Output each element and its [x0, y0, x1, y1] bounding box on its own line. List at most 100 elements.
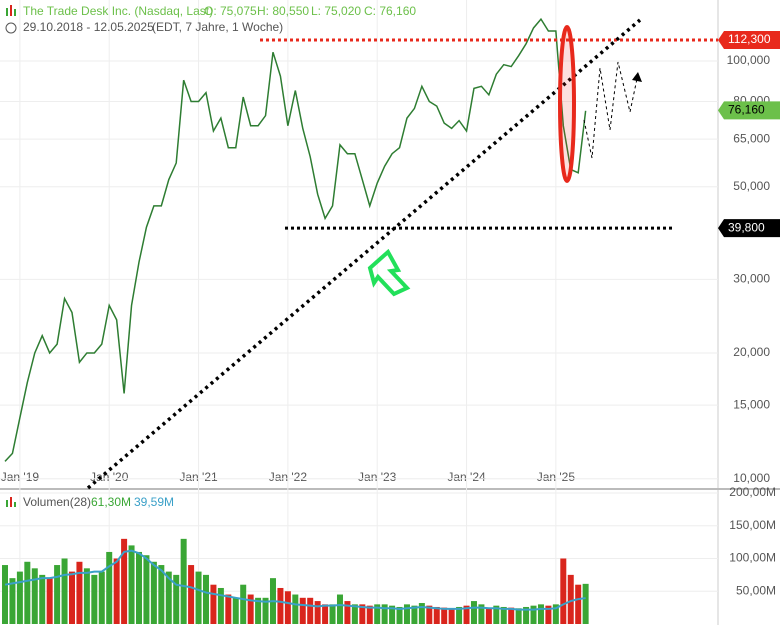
volume-bar: [374, 604, 381, 624]
level-label: 76,160: [728, 103, 765, 117]
volume-bar: [232, 597, 239, 624]
icon: [6, 8, 8, 16]
volume-ma-line: [4, 549, 586, 611]
volume-bar: [98, 571, 105, 624]
volume-bar: [121, 538, 128, 624]
volume-bar: [344, 601, 351, 624]
volume-bar: [83, 568, 90, 624]
y-tick-label: 150,00M: [729, 518, 776, 532]
y-tick-label: 15,000: [733, 397, 770, 411]
forecast-path: [583, 61, 639, 159]
volume-bar: [262, 597, 269, 624]
volume-bar: [582, 583, 589, 624]
x-tick-label: Jan '24: [447, 470, 486, 484]
icon: [14, 9, 16, 16]
level-tag: [718, 101, 780, 120]
volume-bar: [255, 597, 262, 624]
volume-bar: [508, 607, 515, 624]
volume-bar: [403, 604, 410, 624]
level-label: 39,800: [728, 220, 765, 234]
y-tick-label: 65,000: [733, 131, 770, 145]
volume-bar: [68, 571, 75, 624]
header-details: (EDT, 7 Jahre, 1 Woche): [152, 20, 283, 34]
volume-legend: 61,30M: [91, 495, 131, 509]
volume-bar: [76, 561, 83, 624]
level-tag: [718, 30, 780, 49]
header: The Trade Desk Inc. (Nasdaq, Last) O: 75…: [5, 4, 416, 509]
volume-bar: [91, 574, 98, 624]
volume-title: Volumen(28): [23, 495, 91, 509]
x-tick-label: Jan '25: [537, 470, 576, 484]
volume-bar: [307, 597, 314, 624]
volume-bar: [329, 604, 336, 624]
volume-bar: [396, 606, 403, 624]
volume-bar: [39, 574, 46, 624]
volume-bar: [426, 605, 433, 624]
volume-bar: [552, 604, 559, 624]
highlight-ellipse: [558, 25, 576, 183]
volume-bar: [299, 597, 306, 624]
volume-bar: [381, 604, 388, 624]
volume-bar: [113, 558, 120, 624]
price-line: [4, 17, 587, 462]
support-arrow: [367, 248, 411, 297]
volume-bar: [389, 605, 396, 624]
volume-bar: [292, 594, 299, 624]
header-period: 29.10.2018 - 12.05.2025: [23, 20, 154, 34]
volume-panel: 50,00M 100,00M 150,00M 200,00M: [0, 485, 776, 624]
volume-bar: [500, 606, 507, 624]
volume-bar: [567, 574, 574, 624]
volume-bar: [195, 571, 202, 624]
x-tick-label: Jan '19: [1, 470, 40, 484]
volume-bar: [173, 574, 180, 624]
level-tag: [718, 219, 780, 238]
x-tick-label: Jan '22: [269, 470, 308, 484]
volume-bar: [560, 558, 567, 624]
volume-bar: [106, 551, 113, 624]
volume-bar: [284, 591, 291, 624]
volume-bar: [530, 605, 537, 624]
volume-bar: [411, 605, 418, 624]
volume-bar: [16, 571, 23, 624]
header-low: L: 75,020: [311, 4, 361, 18]
volume-bar: [128, 545, 135, 624]
volume-bar: [46, 578, 53, 624]
level-label: 112,300: [728, 32, 771, 46]
volume-bar: [54, 565, 61, 624]
volume-bar: [165, 571, 172, 624]
volume-bar: [158, 565, 165, 624]
y-tick-label: 200,00M: [729, 485, 776, 499]
volume-bar: [545, 605, 552, 624]
volume-bar: [61, 558, 68, 624]
volume-bar: [247, 594, 254, 624]
x-tick-label: Jan '20: [90, 470, 129, 484]
volume-bar: [485, 607, 492, 624]
y-tick-label: 100,000: [727, 53, 771, 67]
x-tick-label: Jan '23: [358, 470, 397, 484]
header-title: The Trade Desk Inc. (Nasdaq, Last): [23, 4, 213, 18]
volume-bar: [135, 551, 142, 624]
icon: [10, 497, 12, 507]
header-open: O: 75,075: [204, 4, 257, 18]
x-tick-label: Jan '21: [179, 470, 218, 484]
volume-bar: [359, 604, 366, 624]
volume-bar: [456, 606, 463, 624]
header-high: H: 80,550: [257, 4, 309, 18]
volume-bar: [277, 587, 284, 624]
volume-bar: [433, 606, 440, 624]
clock-icon: [5, 22, 17, 34]
volume-bar: [478, 604, 485, 624]
icon: [14, 502, 16, 507]
volume-bar: [575, 584, 582, 624]
volume-bar: [217, 587, 224, 624]
volume-bar: [470, 601, 477, 624]
y-tick-label: 30,000: [733, 272, 770, 286]
volume-bar: [24, 561, 31, 624]
volume-bar: [537, 604, 544, 624]
volume-bar: [366, 605, 373, 624]
volume-bar: [336, 594, 343, 624]
volume-bar: [314, 601, 321, 624]
icon: [10, 5, 12, 16]
volume-bar: [2, 565, 8, 624]
